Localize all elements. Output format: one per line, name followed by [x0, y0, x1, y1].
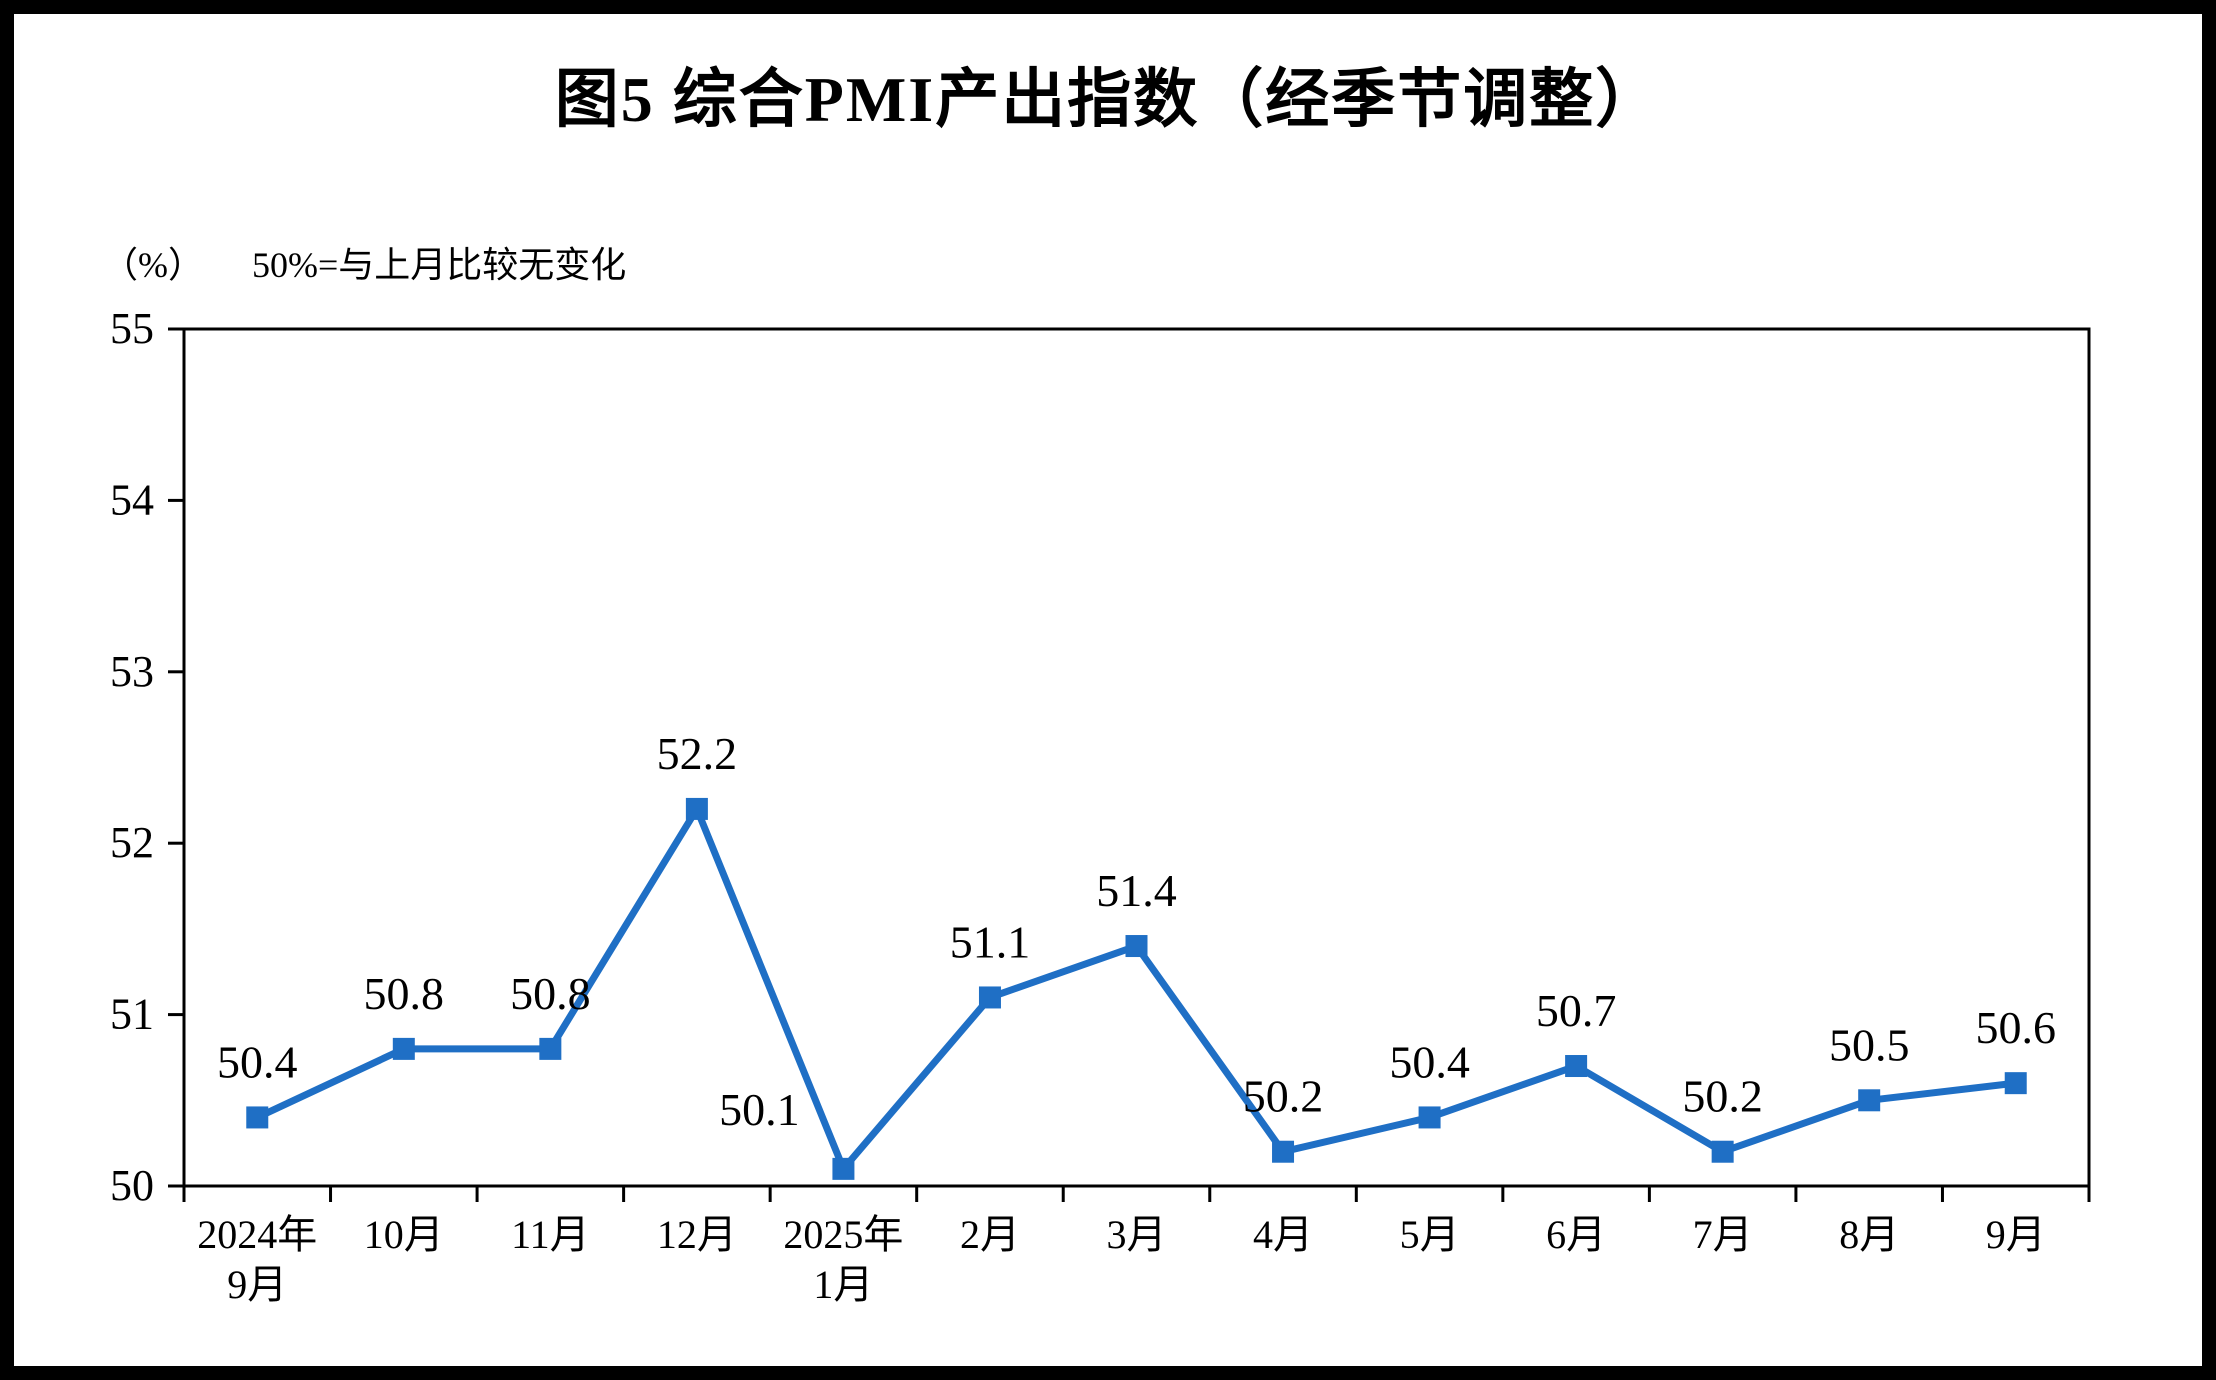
y-axis-tick-label: 52 — [110, 818, 154, 867]
data-point-marker — [1565, 1055, 1588, 1078]
data-point-marker — [246, 1106, 269, 1129]
y-axis-unit-label: （%） — [102, 245, 204, 285]
data-point-label: 50.5 — [1829, 1019, 1910, 1070]
x-axis-category-label: 11月 — [511, 1212, 590, 1257]
data-point-marker — [685, 797, 708, 820]
y-axis-tick-label: 50 — [110, 1161, 154, 1210]
data-point-marker — [2004, 1072, 2027, 1095]
y-axis-tick-label: 55 — [110, 304, 154, 353]
data-point-label: 51.4 — [1096, 865, 1177, 916]
data-point-label: 51.1 — [950, 916, 1031, 967]
x-axis-category-label: 5月 — [1400, 1212, 1460, 1257]
data-point-label: 50.8 — [364, 968, 445, 1019]
data-point-label: 50.7 — [1536, 985, 1617, 1036]
x-axis-category-label: 3月 — [1107, 1212, 1167, 1257]
chart-title: 图5 综合PMI产出指数（经季节调整） — [554, 64, 1662, 135]
reference-note: 50%=与上月比较无变化 — [252, 245, 627, 285]
x-axis-category-label: 2024年 9月 — [197, 1212, 317, 1307]
data-point-label: 50.8 — [510, 968, 591, 1019]
y-axis-tick-label: 54 — [110, 475, 154, 524]
plot-area — [182, 327, 2091, 1188]
data-point-marker — [1858, 1089, 1881, 1112]
data-point-marker — [1418, 1106, 1441, 1129]
data-point-marker — [832, 1157, 855, 1180]
x-axis-category-label: 12月 — [657, 1212, 737, 1257]
data-point-label: 50.4 — [217, 1036, 298, 1087]
data-point-label: 50.6 — [1975, 1002, 2056, 1053]
x-axis-category-label: 10月 — [364, 1212, 444, 1257]
data-point-marker — [392, 1037, 415, 1060]
pmi-line-chart: 50 51 52 53 54 55 2024年 9月 10月 11月 12月 2025年 1月 2月 3月 4… — [110, 304, 2091, 1307]
x-axis-category-label: 8月 — [1839, 1212, 1899, 1257]
data-point-label: 50.4 — [1389, 1036, 1470, 1087]
x-axis-category-label: 2025年 1月 — [783, 1212, 903, 1307]
data-point-marker — [539, 1037, 562, 1060]
data-point-marker — [978, 986, 1001, 1009]
x-axis-category-label: 9月 — [1986, 1212, 2046, 1257]
data-point-label: 50.2 — [1682, 1071, 1763, 1122]
x-axis-category-label: 4月 — [1253, 1212, 1313, 1257]
x-axis-category-label: 2月 — [960, 1212, 1020, 1257]
x-axis-category-label: 6月 — [1546, 1212, 1606, 1257]
y-axis-tick-label: 53 — [110, 647, 154, 696]
data-point-label: 50.1 — [719, 1084, 800, 1135]
y-axis-tick-label: 51 — [110, 990, 154, 1039]
data-point-label: 52.2 — [657, 728, 738, 779]
chart-subtitle: （%） 50%=与上月比较无变化 — [102, 236, 626, 288]
data-point-marker — [1125, 935, 1148, 958]
data-point-marker — [1272, 1140, 1295, 1163]
x-axis-category-label: 7月 — [1693, 1212, 1753, 1257]
data-point-label: 50.2 — [1243, 1071, 1324, 1122]
data-point-marker — [1711, 1140, 1734, 1163]
